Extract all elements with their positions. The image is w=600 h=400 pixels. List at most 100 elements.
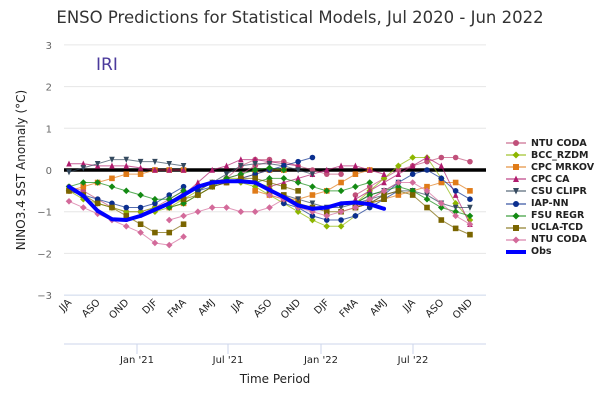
data-point <box>337 208 345 215</box>
x-tick-label: OND <box>107 297 131 321</box>
data-point <box>452 225 459 232</box>
observed-point <box>138 213 143 218</box>
data-point <box>323 166 330 173</box>
data-point <box>208 204 216 211</box>
data-point <box>295 162 301 169</box>
data-point <box>512 236 520 244</box>
data-point <box>109 175 115 182</box>
data-point <box>309 171 316 178</box>
x-axis-label: Time Period <box>239 372 311 386</box>
data-point <box>294 208 302 215</box>
data-point <box>409 192 416 198</box>
observed-point <box>367 202 372 207</box>
data-point <box>281 179 287 186</box>
x-tick-label: ASO <box>80 297 103 320</box>
data-point <box>452 212 459 220</box>
legend-item[interactable]: NTU CODA <box>505 137 594 149</box>
legend-item[interactable]: IAP-NN <box>505 197 594 209</box>
data-point <box>452 154 459 161</box>
legend-item[interactable]: UCLA-TCD <box>505 222 594 234</box>
data-point <box>237 208 245 215</box>
observed-point <box>324 205 329 210</box>
data-point <box>512 212 520 220</box>
observed-point <box>224 179 229 184</box>
data-point <box>438 154 445 161</box>
data-point <box>467 188 473 194</box>
data-point <box>366 183 373 190</box>
legend-item[interactable]: CPC CA <box>505 173 594 185</box>
observed-point <box>195 184 200 189</box>
data-point <box>513 140 519 147</box>
observed-line <box>67 179 385 223</box>
legend-label: CPC CA <box>531 173 570 185</box>
data-point <box>137 191 144 199</box>
legend-label: FSU REGR <box>531 210 585 222</box>
data-point <box>424 154 430 161</box>
data-point <box>438 204 445 211</box>
data-point <box>295 188 301 194</box>
legend-item[interactable]: NTU CODA <box>505 234 594 246</box>
legend-item[interactable]: Obs <box>505 246 594 258</box>
data-point <box>180 212 187 220</box>
observed-point <box>109 217 114 222</box>
data-point <box>424 183 430 190</box>
data-point <box>352 162 359 169</box>
data-point <box>122 187 130 195</box>
legend-symbol-icon <box>506 236 526 244</box>
data-point <box>366 166 373 173</box>
data-point <box>252 160 258 168</box>
observed-point <box>181 193 186 198</box>
data-point <box>452 200 459 207</box>
x-tick-label: FMA <box>166 297 189 320</box>
data-point <box>513 164 519 171</box>
data-point <box>409 162 416 169</box>
data-point <box>323 212 331 220</box>
data-point <box>323 208 330 215</box>
data-point <box>251 208 259 215</box>
observed-point <box>167 201 172 206</box>
legend-symbol-icon <box>506 188 526 195</box>
data-point <box>337 187 345 195</box>
data-point <box>281 163 287 169</box>
data-point <box>452 191 459 198</box>
x-tick-label: DJF <box>313 297 333 317</box>
data-point <box>395 162 402 170</box>
data-point <box>166 166 173 173</box>
legend: NTU CODA BCC_RZDM CPC MRKOV CPC CA CSU CLIPR… <box>505 137 594 258</box>
legend-label: CPC MRKOV <box>531 161 595 173</box>
data-point <box>180 183 187 190</box>
legend-item[interactable]: BCC_RZDM <box>505 149 594 161</box>
data-point <box>452 179 459 186</box>
data-point <box>180 233 187 241</box>
data-point <box>238 175 244 182</box>
data-point <box>466 220 474 228</box>
data-point <box>223 204 230 211</box>
data-point <box>194 208 202 215</box>
data-point <box>266 160 273 168</box>
data-point <box>352 195 359 202</box>
observed-point <box>296 203 301 208</box>
data-point <box>338 162 344 169</box>
legend-item[interactable]: FSU REGR <box>505 210 594 222</box>
data-point <box>281 183 287 190</box>
legend-symbol-icon <box>506 212 526 220</box>
data-point <box>309 216 316 224</box>
legend-item[interactable]: CPC MRKOV <box>505 161 594 173</box>
data-point <box>123 204 130 211</box>
data-point <box>338 179 344 186</box>
observed-point <box>353 200 358 205</box>
data-point <box>166 229 173 236</box>
data-point <box>94 179 101 186</box>
legend-item[interactable]: CSU CLIPR <box>505 185 594 197</box>
data-point <box>295 158 301 165</box>
data-point <box>395 170 402 177</box>
data-point <box>381 179 387 186</box>
data-point <box>152 158 158 165</box>
data-point <box>137 221 144 228</box>
data-point <box>424 204 430 211</box>
data-point <box>80 160 87 167</box>
data-point <box>395 167 402 173</box>
data-point <box>122 222 130 230</box>
data-point <box>65 197 73 205</box>
